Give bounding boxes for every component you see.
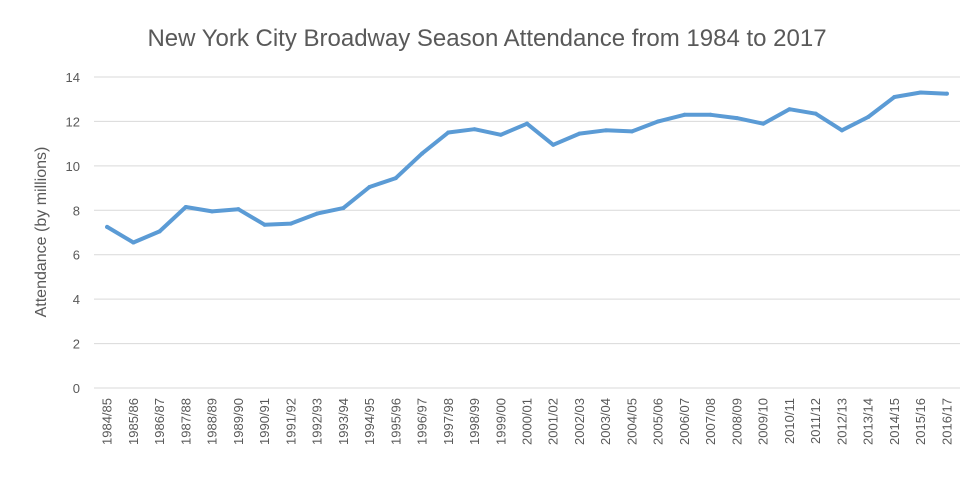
x-tick-label: 1990/91	[257, 398, 272, 445]
data-point	[210, 209, 215, 214]
y-tick-label: 12	[66, 114, 80, 129]
series-line	[105, 90, 949, 245]
data-point	[787, 107, 792, 112]
x-tick-label: 1997/98	[441, 398, 456, 445]
x-tick-label: 1985/86	[126, 398, 141, 445]
x-tick-label: 1988/89	[205, 398, 220, 445]
x-tick-label: 2013/14	[861, 398, 876, 445]
data-point	[498, 132, 503, 137]
data-point	[866, 114, 871, 119]
data-point	[656, 119, 661, 124]
data-point	[420, 151, 425, 156]
data-point	[472, 127, 477, 132]
data-point	[105, 224, 110, 229]
chart-title: New York City Broadway Season Attendance…	[147, 25, 826, 52]
x-tick-label: 1992/93	[310, 398, 325, 445]
data-point	[839, 128, 844, 133]
x-tick-label: 1994/95	[362, 398, 377, 445]
data-point	[341, 206, 346, 211]
x-tick-label: 2009/10	[756, 398, 771, 445]
x-tick-label: 2011/12	[808, 398, 823, 444]
y-tick-label: 14	[66, 70, 80, 85]
data-point	[183, 204, 188, 209]
data-point	[157, 229, 162, 234]
data-point	[892, 94, 897, 99]
x-axis-ticks: 1984/85 1985/86 1986/87 1987/88 1988/89 1989/…	[100, 398, 955, 445]
x-tick-label: 2010/11	[782, 398, 797, 444]
data-point	[367, 184, 372, 189]
x-tick-label: 1986/87	[152, 398, 167, 445]
data-point	[577, 131, 582, 136]
x-tick-label: 2006/07	[677, 398, 692, 445]
x-tick-label: 2016/17	[939, 398, 954, 445]
y-tick-label: 6	[73, 248, 80, 263]
data-point	[708, 112, 713, 117]
data-point	[131, 240, 136, 245]
data-point	[288, 221, 293, 226]
x-tick-label: 1989/90	[231, 398, 246, 445]
data-point	[262, 222, 267, 227]
x-tick-label: 1987/88	[178, 398, 193, 445]
x-tick-label: 1999/00	[493, 398, 508, 445]
y-axis-label: Attendance (by millions)	[33, 147, 50, 318]
data-point	[761, 121, 766, 126]
y-tick-label: 2	[73, 337, 80, 352]
data-point	[236, 207, 241, 212]
x-tick-label: 2005/06	[651, 398, 666, 445]
data-point	[551, 142, 556, 147]
data-point	[734, 116, 739, 121]
x-tick-label: 2004/05	[624, 398, 639, 445]
x-tick-label: 2000/01	[520, 398, 535, 445]
data-point	[446, 130, 451, 135]
data-point	[315, 211, 320, 216]
x-tick-label: 1998/99	[467, 398, 482, 445]
data-point	[944, 91, 949, 96]
x-tick-label: 1996/97	[415, 398, 430, 445]
data-point	[603, 128, 608, 133]
data-point	[918, 90, 923, 95]
data-point	[393, 176, 398, 181]
x-tick-label: 2001/02	[546, 398, 561, 445]
x-tick-label: 1993/94	[336, 398, 351, 445]
x-tick-label: 2008/09	[729, 398, 744, 445]
x-tick-label: 2002/03	[572, 398, 587, 445]
x-tick-label: 2015/16	[913, 398, 928, 445]
x-tick-label: 1991/92	[283, 398, 298, 445]
data-point	[629, 129, 634, 134]
x-tick-label: 1995/96	[388, 398, 403, 445]
y-axis-ticks: 0 2 4 6 8 10 12 14	[66, 70, 80, 396]
y-tick-label: 8	[73, 203, 80, 218]
x-tick-label: 1984/85	[100, 398, 115, 445]
x-tick-label: 2012/13	[834, 398, 849, 445]
data-point	[682, 112, 687, 117]
x-tick-label: 2007/08	[703, 398, 718, 445]
y-tick-label: 4	[73, 292, 80, 307]
y-tick-label: 0	[73, 381, 80, 396]
data-point	[525, 121, 529, 126]
x-tick-label: 2014/15	[887, 398, 902, 445]
data-point	[813, 111, 818, 116]
x-tick-label: 2003/04	[598, 398, 613, 445]
y-tick-label: 10	[66, 159, 80, 174]
series-group	[105, 90, 949, 245]
